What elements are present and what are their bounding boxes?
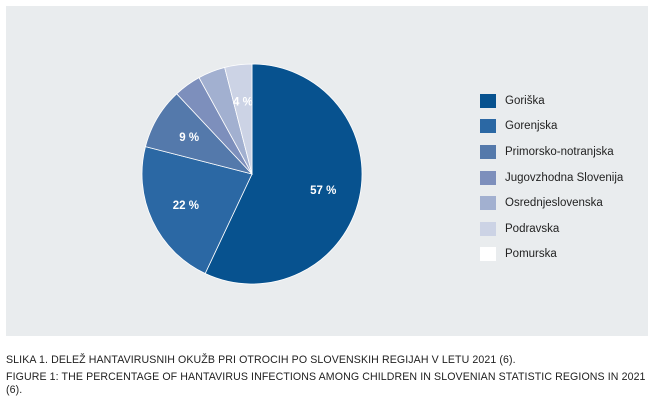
figure-panel: 57 % 22 % 9 % 4 % Goriška Gorenjska Primorsko… xyxy=(6,6,648,336)
legend-item-4: Osrednjeslovenska xyxy=(480,190,623,216)
slice-label-0: 57 % xyxy=(310,185,336,197)
pie-slice-5 xyxy=(224,63,253,175)
legend-label-6: Pomurska xyxy=(505,248,557,261)
legend-swatch-3 xyxy=(480,170,496,185)
pie-chart: 57 % 22 % 9 % 4 % xyxy=(141,63,363,285)
pie-slice-1 xyxy=(141,146,253,275)
legend-item-0: Goriška xyxy=(480,88,623,114)
legend-swatch-6 xyxy=(480,247,496,262)
chart-legend: Goriška Gorenjska Primorsko-notranjska Jugo… xyxy=(480,88,623,267)
legend-label-2: Primorsko-notranjska xyxy=(505,145,614,158)
legend-item-1: Gorenjska xyxy=(480,114,623,140)
caption-slovene: SLIKA 1. DELEŽ HANTAVIRUSNIH OKUŽB PRI O… xyxy=(6,354,516,366)
figure-captions: SLIKA 1. DELEŽ HANTAVIRUSNIH OKUŽB PRI O… xyxy=(6,354,651,397)
slice-label-1: 22 % xyxy=(173,200,199,212)
legend-swatch-0 xyxy=(480,93,496,108)
legend-label-4: Osrednjeslovenska xyxy=(505,197,603,210)
legend-swatch-1 xyxy=(480,119,496,134)
legend-label-1: Gorenjska xyxy=(505,120,558,133)
caption-english: FIGURE 1: THE PERCENTAGE OF HANTAVIRUS I… xyxy=(6,371,646,396)
legend-item-6: Pomurska xyxy=(480,242,623,268)
legend-swatch-2 xyxy=(480,144,496,159)
legend-swatch-5 xyxy=(480,221,496,236)
legend-label-3: Jugovzhodna Slovenija xyxy=(505,171,624,184)
legend-label-5: Podravska xyxy=(505,222,560,235)
legend-swatch-4 xyxy=(480,196,496,211)
legend-item-3: Jugovzhodna Slovenija xyxy=(480,165,623,191)
slice-label-2: 9 % xyxy=(179,132,199,144)
legend-item-5: Podravska xyxy=(480,216,623,242)
legend-label-0: Goriška xyxy=(505,94,545,107)
pie-slice-0 xyxy=(204,63,363,285)
slice-label-5: 4 % xyxy=(233,97,253,109)
legend-item-2: Primorsko-notranjska xyxy=(480,139,623,165)
